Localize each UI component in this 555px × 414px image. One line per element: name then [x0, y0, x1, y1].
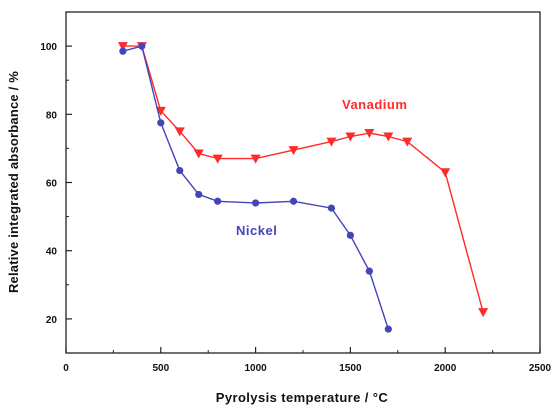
data-point: [195, 190, 203, 199]
data-point: [250, 154, 261, 164]
series-line: [122, 45, 389, 330]
y-tick-label: 60: [46, 179, 58, 190]
x-axis-title: Pyrolysis temperature / °C: [216, 390, 389, 405]
x-axis-ticks: 0 500 1000 1500 2000 2500: [63, 347, 552, 374]
data-point: [345, 132, 356, 142]
data-point: [364, 129, 375, 139]
series-nickel: [119, 42, 392, 333]
data-point: [402, 137, 413, 147]
data-point: [193, 149, 204, 159]
x-tick-label: 1500: [339, 363, 362, 374]
series-line: [122, 45, 484, 313]
data-point: [214, 197, 222, 205]
x-tick-label: 0: [63, 363, 69, 374]
data-point: [288, 146, 299, 156]
x-tick-label: 2500: [529, 363, 552, 374]
data-point: [252, 199, 260, 207]
series-vanadium: [117, 42, 489, 318]
data-point: [327, 204, 336, 212]
x-tick-label: 1000: [244, 363, 267, 374]
data-point: [119, 47, 127, 55]
data-point: [383, 132, 394, 142]
data-point: [384, 325, 392, 333]
y-tick-label: 80: [46, 110, 58, 121]
y-tick-label: 20: [46, 315, 58, 326]
data-point: [117, 42, 128, 52]
data-point: [212, 154, 223, 164]
y-tick-label: 40: [46, 247, 58, 258]
data-point: [176, 166, 184, 175]
series-label-nickel: Nickel: [236, 223, 277, 238]
plot-frame: [65, 11, 541, 354]
data-point: [174, 127, 185, 137]
data-point: [155, 106, 166, 116]
data-point: [289, 197, 298, 205]
data-point: [365, 267, 373, 275]
data-point: [138, 42, 146, 50]
y-axis-title: Relative integrated absorbance / %: [6, 71, 21, 293]
data-point: [326, 137, 337, 147]
y-axis-ticks: 20 40 60 80 100: [40, 42, 72, 326]
data-point: [157, 119, 165, 127]
series-label-vanadium: Vanadium: [342, 97, 407, 112]
x-tick-label: 2000: [434, 363, 457, 374]
data-point: [440, 168, 451, 178]
data-point: [346, 231, 354, 239]
data-point: [478, 308, 489, 318]
y-tick-label: 100: [40, 42, 57, 53]
x-tick-label: 500: [152, 363, 169, 374]
series-layer: [117, 42, 489, 333]
